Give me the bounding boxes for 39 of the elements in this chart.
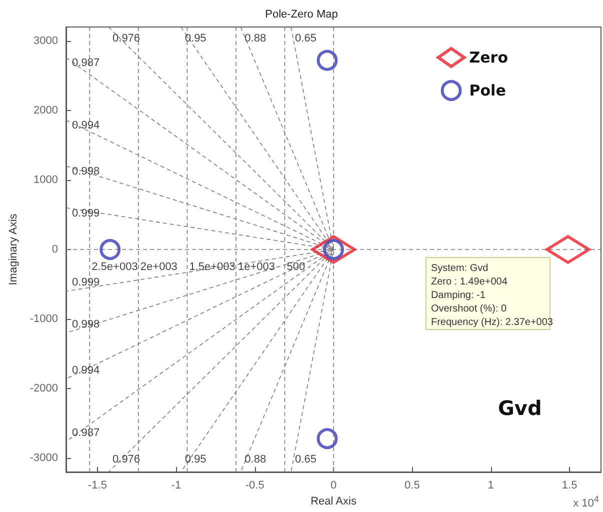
text: 0.88 bbox=[244, 454, 266, 466]
annotation: Gvd bbox=[498, 396, 542, 420]
x-axis-title: Real Axis bbox=[310, 495, 357, 508]
series-label: 0.999 bbox=[72, 207, 100, 220]
y-tick-label: 1000 bbox=[34, 174, 58, 186]
legend-label: Pole bbox=[469, 82, 506, 100]
chart-title: Pole-Zero Map bbox=[265, 8, 338, 20]
y-tick-label: 0 bbox=[52, 244, 58, 256]
y-tick-label: -3000 bbox=[30, 452, 58, 464]
text: 0.976 bbox=[112, 454, 140, 466]
y-axis-title: Imaginary Axis bbox=[8, 213, 20, 286]
series-label: 2e+003 bbox=[140, 261, 178, 273]
series-label: 0.994 bbox=[72, 364, 100, 376]
series-label: 0.976 bbox=[112, 32, 140, 44]
legend-label: Zero bbox=[469, 48, 508, 66]
text: 0.987 bbox=[72, 426, 100, 439]
y-tick-label: -1000 bbox=[30, 313, 58, 326]
x-tick-label: -0.5 bbox=[245, 480, 264, 492]
x-tick-label: 0.5 bbox=[404, 480, 420, 492]
x-tick-label: -1 bbox=[171, 480, 182, 492]
y-tick-label: -2000 bbox=[30, 382, 58, 395]
text: 0.998 bbox=[72, 166, 100, 178]
text: x 10$^{4}$ bbox=[573, 494, 599, 510]
y-tick-label: 2000 bbox=[34, 104, 58, 116]
series-label: 0.65 bbox=[295, 454, 316, 466]
series-label: 2.5e+003 bbox=[92, 261, 138, 273]
series-label: 1e+003 bbox=[238, 261, 275, 273]
x-tick-label: 1.5 bbox=[562, 480, 578, 492]
series-label: 0.987 bbox=[72, 57, 100, 70]
series-label: 0.88 bbox=[244, 32, 266, 44]
series-label: 500 bbox=[286, 261, 306, 273]
text: 0.999 bbox=[72, 276, 100, 289]
annotation: System: Gvd Zero : 1.49e+004 Damping: -1 Overshoot (%): 0 Frequency (Hz): 2.37e+003 bbox=[430, 262, 554, 328]
x-tick-label: 0 bbox=[330, 480, 337, 492]
text: 0.95 bbox=[184, 454, 206, 466]
y-tick-label: 3000 bbox=[34, 34, 58, 47]
x-tick-label: 1 bbox=[488, 480, 494, 492]
text: 0.65 bbox=[295, 32, 316, 44]
x-tick-label: -1.5 bbox=[88, 480, 107, 492]
